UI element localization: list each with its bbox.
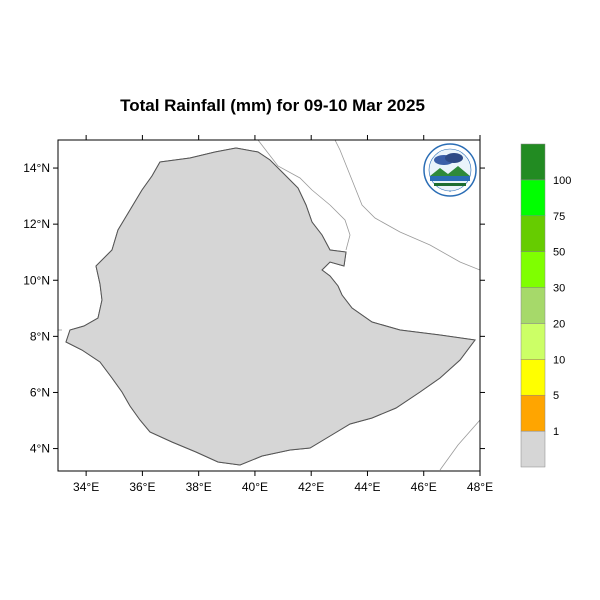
y-tick-label: 8°N [30,329,50,343]
x-tick-label: 46°E [411,480,437,494]
colorbar-swatch [520,359,546,396]
colorbar-swatch [520,430,546,468]
x-tick-label: 36°E [129,480,155,494]
ethiopian-meteorology-institute-logo: ● [423,143,477,197]
map-frame [57,139,481,472]
colorbar-label: 75 [553,211,565,223]
neighbour-borders [58,140,480,471]
y-tick-label: 14°N [23,161,50,175]
colorbar-label: 30 [553,283,565,295]
colorbar-label: 100 [553,175,571,187]
colorbar-label: 1 [553,426,559,438]
map-title: Total Rainfall (mm) for 09-10 Mar 2025 [120,96,425,115]
x-tick-label: 48°E [467,480,493,494]
colorbar-label: 50 [553,247,565,259]
map-area [58,140,480,471]
colorbar-swatch [520,251,546,288]
colorbar-swatch [520,287,546,324]
colorbar-label: 20 [553,318,565,330]
svg-text:●: ● [449,189,451,193]
x-axis: 34°E 36°E 38°E 40°E 42°E 44°E 46°E 48°E [73,135,493,494]
y-tick-label: 10°N [23,273,50,287]
y-tick-label: 6°N [30,385,50,399]
x-tick-label: 34°E [73,480,99,494]
y-tick-label: 12°N [23,217,50,231]
x-tick-label: 38°E [186,480,212,494]
y-tick-label: 4°N [30,442,50,456]
x-tick-label: 40°E [242,480,268,494]
colorbar-swatch [520,323,546,360]
colorbar-legend: 1 5 10 20 30 50 75 100 [520,143,571,468]
colorbar-label: 10 [553,354,565,366]
colorbar-swatch [520,394,546,432]
x-tick-label: 44°E [354,480,380,494]
colorbar-swatch [520,143,546,181]
colorbar-label: 5 [553,390,559,402]
y-axis: 14°N 12°N 10°N 8°N 6°N 4°N [23,161,485,456]
colorbar-swatch [520,179,546,217]
colorbar-swatch [520,215,546,252]
x-tick-label: 42°E [298,480,324,494]
